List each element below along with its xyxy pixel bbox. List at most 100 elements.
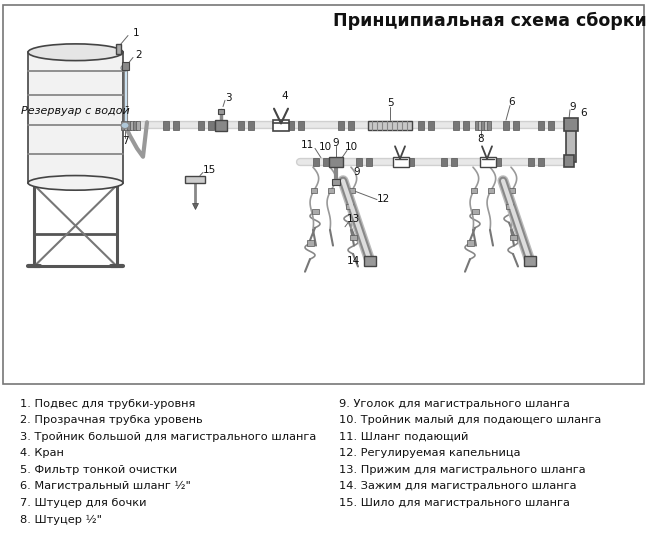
Bar [198,121,204,129]
Text: 1. Подвес для трубки-уровня: 1. Подвес для трубки-уровня [20,398,195,409]
Bar [218,108,224,114]
Bar [485,158,491,166]
Bar [503,121,509,129]
Bar [398,158,404,166]
Bar [508,188,515,193]
Bar [124,121,128,129]
Bar [480,157,496,167]
Ellipse shape [28,176,123,190]
Bar [383,121,389,129]
Text: 9: 9 [354,168,360,177]
Text: Резервуар с водой: Резервуар с водой [21,106,130,116]
Bar [348,188,354,193]
Text: 11. Шланг подающий: 11. Шланг подающий [339,432,468,442]
Text: 8: 8 [478,134,484,144]
Bar [471,188,476,193]
Text: 11: 11 [300,140,313,150]
Bar [312,209,319,214]
Bar [121,121,125,129]
Bar [328,188,333,193]
Text: 5. Фильтр тонкой очистки: 5. Фильтр тонкой очистки [20,465,177,475]
Bar [487,121,491,129]
Bar [564,118,578,130]
Bar [332,179,340,185]
Bar [528,158,534,166]
Bar [311,188,317,193]
Bar [163,121,169,129]
Bar [510,235,517,241]
Bar [495,158,501,166]
Text: 10: 10 [318,142,332,153]
Bar [368,121,412,129]
Bar [130,121,134,129]
Bar [127,121,131,129]
Text: 13: 13 [346,214,359,224]
Ellipse shape [28,44,123,61]
Bar [475,121,479,129]
Text: 10. Тройник малый для подающего шланга: 10. Тройник малый для подающего шланга [339,415,601,425]
Bar [506,204,513,209]
Bar [393,121,399,129]
Bar [408,158,414,166]
Bar [513,121,519,129]
Bar [298,121,304,129]
Text: 7. Штуцер для бочки: 7. Штуцер для бочки [20,498,146,508]
Bar [288,121,294,129]
Text: 8. Штуцер ½": 8. Штуцер ½" [20,514,101,525]
Ellipse shape [121,122,129,128]
Text: 2: 2 [136,50,142,60]
Bar [524,256,536,266]
Bar [356,158,362,166]
Bar [548,121,554,129]
Bar [467,241,474,245]
Bar [463,121,469,129]
Bar [481,121,485,129]
Bar [248,121,254,129]
Text: 15: 15 [202,165,216,176]
Bar [348,121,354,129]
Bar [393,157,409,167]
Bar [238,121,244,129]
Bar [323,158,329,166]
Bar [208,121,214,129]
Bar [338,121,344,129]
Text: Принципиальная схема сборки: Принципиальная схема сборки [333,12,647,30]
Bar [484,121,488,129]
Bar [124,68,127,126]
Bar [273,120,289,130]
Text: 15. Шило для магистрального шланга: 15. Шило для магистрального шланга [339,498,569,508]
Bar [441,158,447,166]
Text: 14. Зажим для магистрального шланга: 14. Зажим для магистрального шланга [339,481,577,491]
Bar [122,62,129,70]
Text: 13. Прижим для магистрального шланга: 13. Прижим для магистрального шланга [339,465,586,475]
Bar [538,121,544,129]
Bar [364,256,376,266]
Text: 12: 12 [376,193,389,204]
Bar [453,121,459,129]
Bar [428,121,434,129]
Text: 6: 6 [509,97,515,107]
Bar [307,241,314,245]
Bar [28,52,123,183]
Bar [472,209,479,214]
Bar [173,121,179,129]
Bar [346,204,353,209]
Text: 9: 9 [569,101,577,112]
Text: 1: 1 [133,28,139,39]
Bar [566,126,576,162]
Text: 9: 9 [333,138,339,148]
Bar [313,158,319,166]
Bar [451,158,457,166]
Bar [329,157,343,167]
Text: 6. Магистральный шланг ½": 6. Магистральный шланг ½" [20,481,190,491]
Text: 3. Тройник большой для магистрального шланга: 3. Тройник большой для магистрального шл… [20,432,316,442]
Text: 6: 6 [580,108,588,118]
Text: 10: 10 [344,142,358,153]
Text: 3: 3 [225,93,231,103]
Ellipse shape [121,65,129,71]
Bar [478,121,482,129]
Bar [116,44,121,54]
Bar [136,121,140,129]
Bar [418,121,424,129]
Bar [366,158,372,166]
